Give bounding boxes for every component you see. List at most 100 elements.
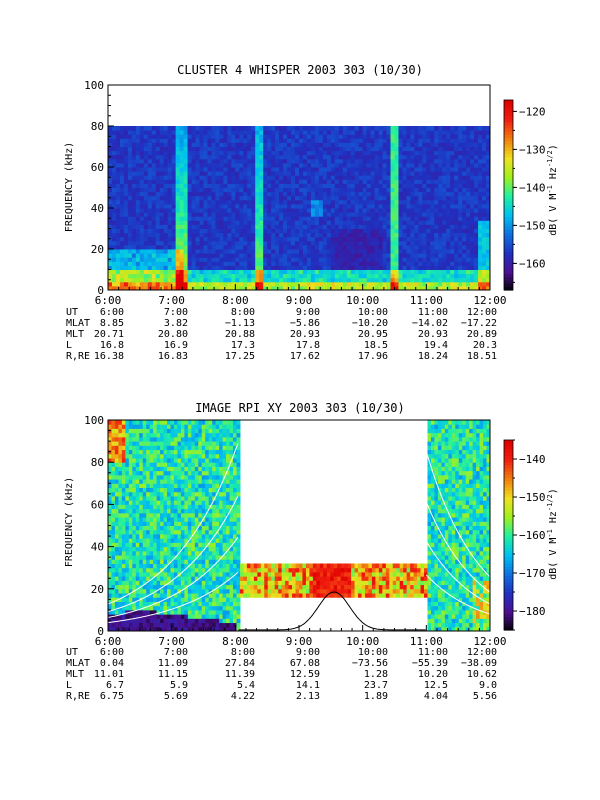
spectrogram-cell [283, 187, 288, 193]
spectrogram-cell [211, 146, 216, 152]
spectrogram-cell [143, 212, 149, 217]
spectrogram-cell [398, 220, 403, 225]
spectrogram-cell [125, 457, 130, 463]
spectrogram-cell [458, 126, 463, 131]
spectrogram-cell [342, 134, 348, 139]
spectrogram-cell [267, 285, 272, 291]
spectrogram-cell [426, 208, 431, 213]
spectrogram-cell [462, 158, 467, 164]
spectrogram-cell [159, 162, 165, 168]
spectrogram-cell [163, 126, 169, 131]
spectrogram-cell [160, 580, 165, 586]
table-cell: 3.82 [164, 318, 188, 329]
spectrogram-cell [422, 171, 427, 176]
spectrogram-cell [255, 249, 260, 254]
spectrogram-cell [179, 244, 185, 250]
spectrogram-cell [135, 441, 140, 446]
spectrogram-cell [163, 466, 168, 472]
spectrogram-cell [211, 224, 216, 229]
spectrogram-cell [223, 232, 228, 238]
spectrogram-cell [342, 281, 348, 287]
spectrogram-cell [219, 232, 224, 238]
spectrogram-cell [147, 179, 153, 184]
spectrogram-cell [271, 236, 276, 242]
colorbar-segment [504, 115, 513, 120]
spectrogram-cell [203, 126, 208, 131]
spectrogram-cell [402, 253, 407, 258]
spectrogram-cell [207, 134, 212, 139]
spectrogram-cell [267, 257, 272, 262]
spectrogram-cell [143, 171, 149, 176]
spectrogram-cell [132, 609, 137, 615]
spectrogram-cell [155, 208, 161, 213]
spectrogram-cell [406, 253, 411, 258]
spectrogram-cell [251, 126, 256, 131]
spectrogram-cell [135, 216, 141, 221]
spectrogram-cell [127, 232, 133, 238]
spectrogram-cell [115, 216, 121, 221]
spectrogram-cell [430, 179, 435, 184]
spectrogram-cell [486, 261, 491, 266]
spectrogram-cell [310, 158, 316, 164]
spectrogram-cell [170, 508, 175, 514]
spectrogram-cell [127, 265, 133, 270]
spectrogram-cell [354, 253, 360, 258]
spectrogram-cell [135, 285, 141, 291]
spectrogram-cell [108, 436, 112, 442]
spectrogram-cell [310, 142, 316, 147]
spectrogram-cell [167, 609, 172, 615]
spectrogram-cell [223, 249, 228, 254]
spectrogram-cell [318, 142, 324, 147]
spectrogram-cell [195, 130, 201, 135]
spectrogram-cell [450, 183, 455, 188]
spectrogram-cell [275, 199, 280, 205]
spectrogram-cell [334, 281, 340, 287]
spectrogram-cell [314, 224, 320, 229]
spectrogram-cell [414, 134, 419, 139]
spectrogram-cell [271, 158, 276, 164]
spectrogram-cell [147, 281, 153, 287]
spectrogram-cell [155, 154, 161, 160]
spectrogram-cell [139, 154, 145, 160]
spectrogram-cell [183, 208, 189, 213]
spectrogram-cell [108, 614, 112, 619]
spectrogram-cell [115, 224, 121, 229]
spectrogram-cell [414, 154, 419, 160]
spectrogram-cell [358, 167, 364, 172]
spectrogram-cell [275, 212, 280, 217]
spectrogram-cell [275, 130, 280, 135]
spectrogram-cell [450, 179, 455, 184]
spectrogram-cell [374, 187, 380, 193]
colorbar-segment [504, 280, 513, 285]
spectrogram-cell [115, 126, 121, 131]
spectrogram-cell [147, 203, 153, 209]
spectrogram-cell [462, 249, 467, 254]
spectrogram-cell [462, 244, 467, 250]
spectrogram-cell [125, 420, 130, 425]
spectrogram-cell [156, 441, 161, 446]
spectrogram-cell [251, 179, 256, 184]
spectrogram-cell [454, 261, 459, 266]
spectrogram-cell [131, 162, 137, 168]
spectrogram-cell [263, 277, 268, 283]
spectrogram-cell [279, 277, 284, 283]
spectrogram-cell [123, 187, 129, 193]
spectrogram-cell [291, 281, 296, 287]
spectrogram-cell [155, 220, 161, 225]
spectrogram-cell [195, 249, 201, 254]
spectrogram-cell [143, 220, 149, 225]
spectrogram-cell [486, 228, 491, 234]
spectrogram-cell [183, 199, 189, 205]
spectrogram-cell [295, 249, 300, 254]
spectrogram-cell [430, 232, 435, 238]
spectrogram-cell [322, 126, 328, 131]
spectrogram-cell [422, 134, 427, 139]
spectrogram-cell [108, 171, 113, 176]
spectrogram-cell [334, 253, 340, 258]
spectrogram-cell [275, 224, 280, 229]
spectrogram-cell [127, 277, 133, 283]
spectrogram-cell [123, 253, 129, 258]
spectrogram-cell [486, 240, 491, 246]
spectrogram-cell [115, 162, 121, 168]
spectrogram-cell [474, 130, 479, 135]
